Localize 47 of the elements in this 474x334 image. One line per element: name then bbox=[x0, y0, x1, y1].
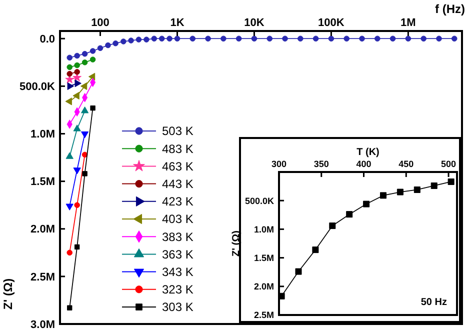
legend-label: 343 K bbox=[162, 265, 194, 279]
y-tick-label: 1.0M bbox=[254, 224, 274, 234]
legend-label: 483 K bbox=[162, 142, 194, 156]
y-tick-label: 2.0M bbox=[30, 224, 55, 236]
x-axis-title: T (K) bbox=[356, 147, 380, 158]
x-axis-title: f (Hz) bbox=[435, 2, 465, 16]
point bbox=[448, 178, 454, 185]
y-axis-title: Z' (Ω) bbox=[1, 278, 15, 310]
y-tick-label: 1.5M bbox=[30, 176, 55, 188]
x-tick-label: 1K bbox=[170, 17, 184, 29]
point bbox=[295, 268, 302, 275]
y-tick-label: 500.0K bbox=[244, 196, 274, 206]
y-tick-label: 2.0M bbox=[254, 282, 274, 292]
x-tick-label: 1M bbox=[400, 17, 416, 29]
y-tick-label: 500.0K bbox=[20, 81, 56, 94]
y-tick-label: 2.5M bbox=[254, 310, 274, 320]
y-tick-label: 2.5M bbox=[30, 271, 55, 284]
x-tick-label: 450 bbox=[398, 159, 414, 169]
legend-label: 363 K bbox=[162, 247, 194, 262]
point bbox=[430, 182, 438, 189]
annotation: 50 Hz bbox=[420, 297, 447, 308]
x-tick-label: 350 bbox=[314, 159, 329, 169]
x-tick-label: 100 bbox=[91, 17, 110, 29]
legend-label: 403 K bbox=[162, 212, 194, 226]
x-tick-label: 500 bbox=[441, 159, 456, 169]
legend-label: 423 K bbox=[162, 194, 194, 209]
point bbox=[396, 188, 404, 196]
point bbox=[329, 222, 336, 230]
point bbox=[380, 192, 387, 199]
legend-label: 323 K bbox=[162, 282, 194, 297]
y-tick-label: 0.0 bbox=[40, 33, 55, 46]
y-tick-label: 3.0M bbox=[30, 318, 55, 331]
point bbox=[312, 246, 319, 254]
x-tick-label: 400 bbox=[356, 159, 372, 169]
legend-label: 463 K bbox=[162, 159, 194, 174]
x-tick-label: 100K bbox=[318, 17, 344, 29]
legend-label: 503 K bbox=[162, 124, 194, 138]
legend-label: 303 K bbox=[162, 300, 194, 314]
point bbox=[414, 186, 420, 193]
point bbox=[363, 200, 370, 208]
point bbox=[346, 211, 353, 218]
y-tick-label: 1.0M bbox=[30, 128, 55, 141]
legend-label: 383 K bbox=[162, 230, 194, 244]
y-tick-label: 1.5M bbox=[254, 252, 274, 263]
x-tick-label: 300 bbox=[271, 159, 287, 169]
legend-label: 443 K bbox=[162, 177, 194, 191]
x-tick-label: 10K bbox=[244, 17, 264, 29]
